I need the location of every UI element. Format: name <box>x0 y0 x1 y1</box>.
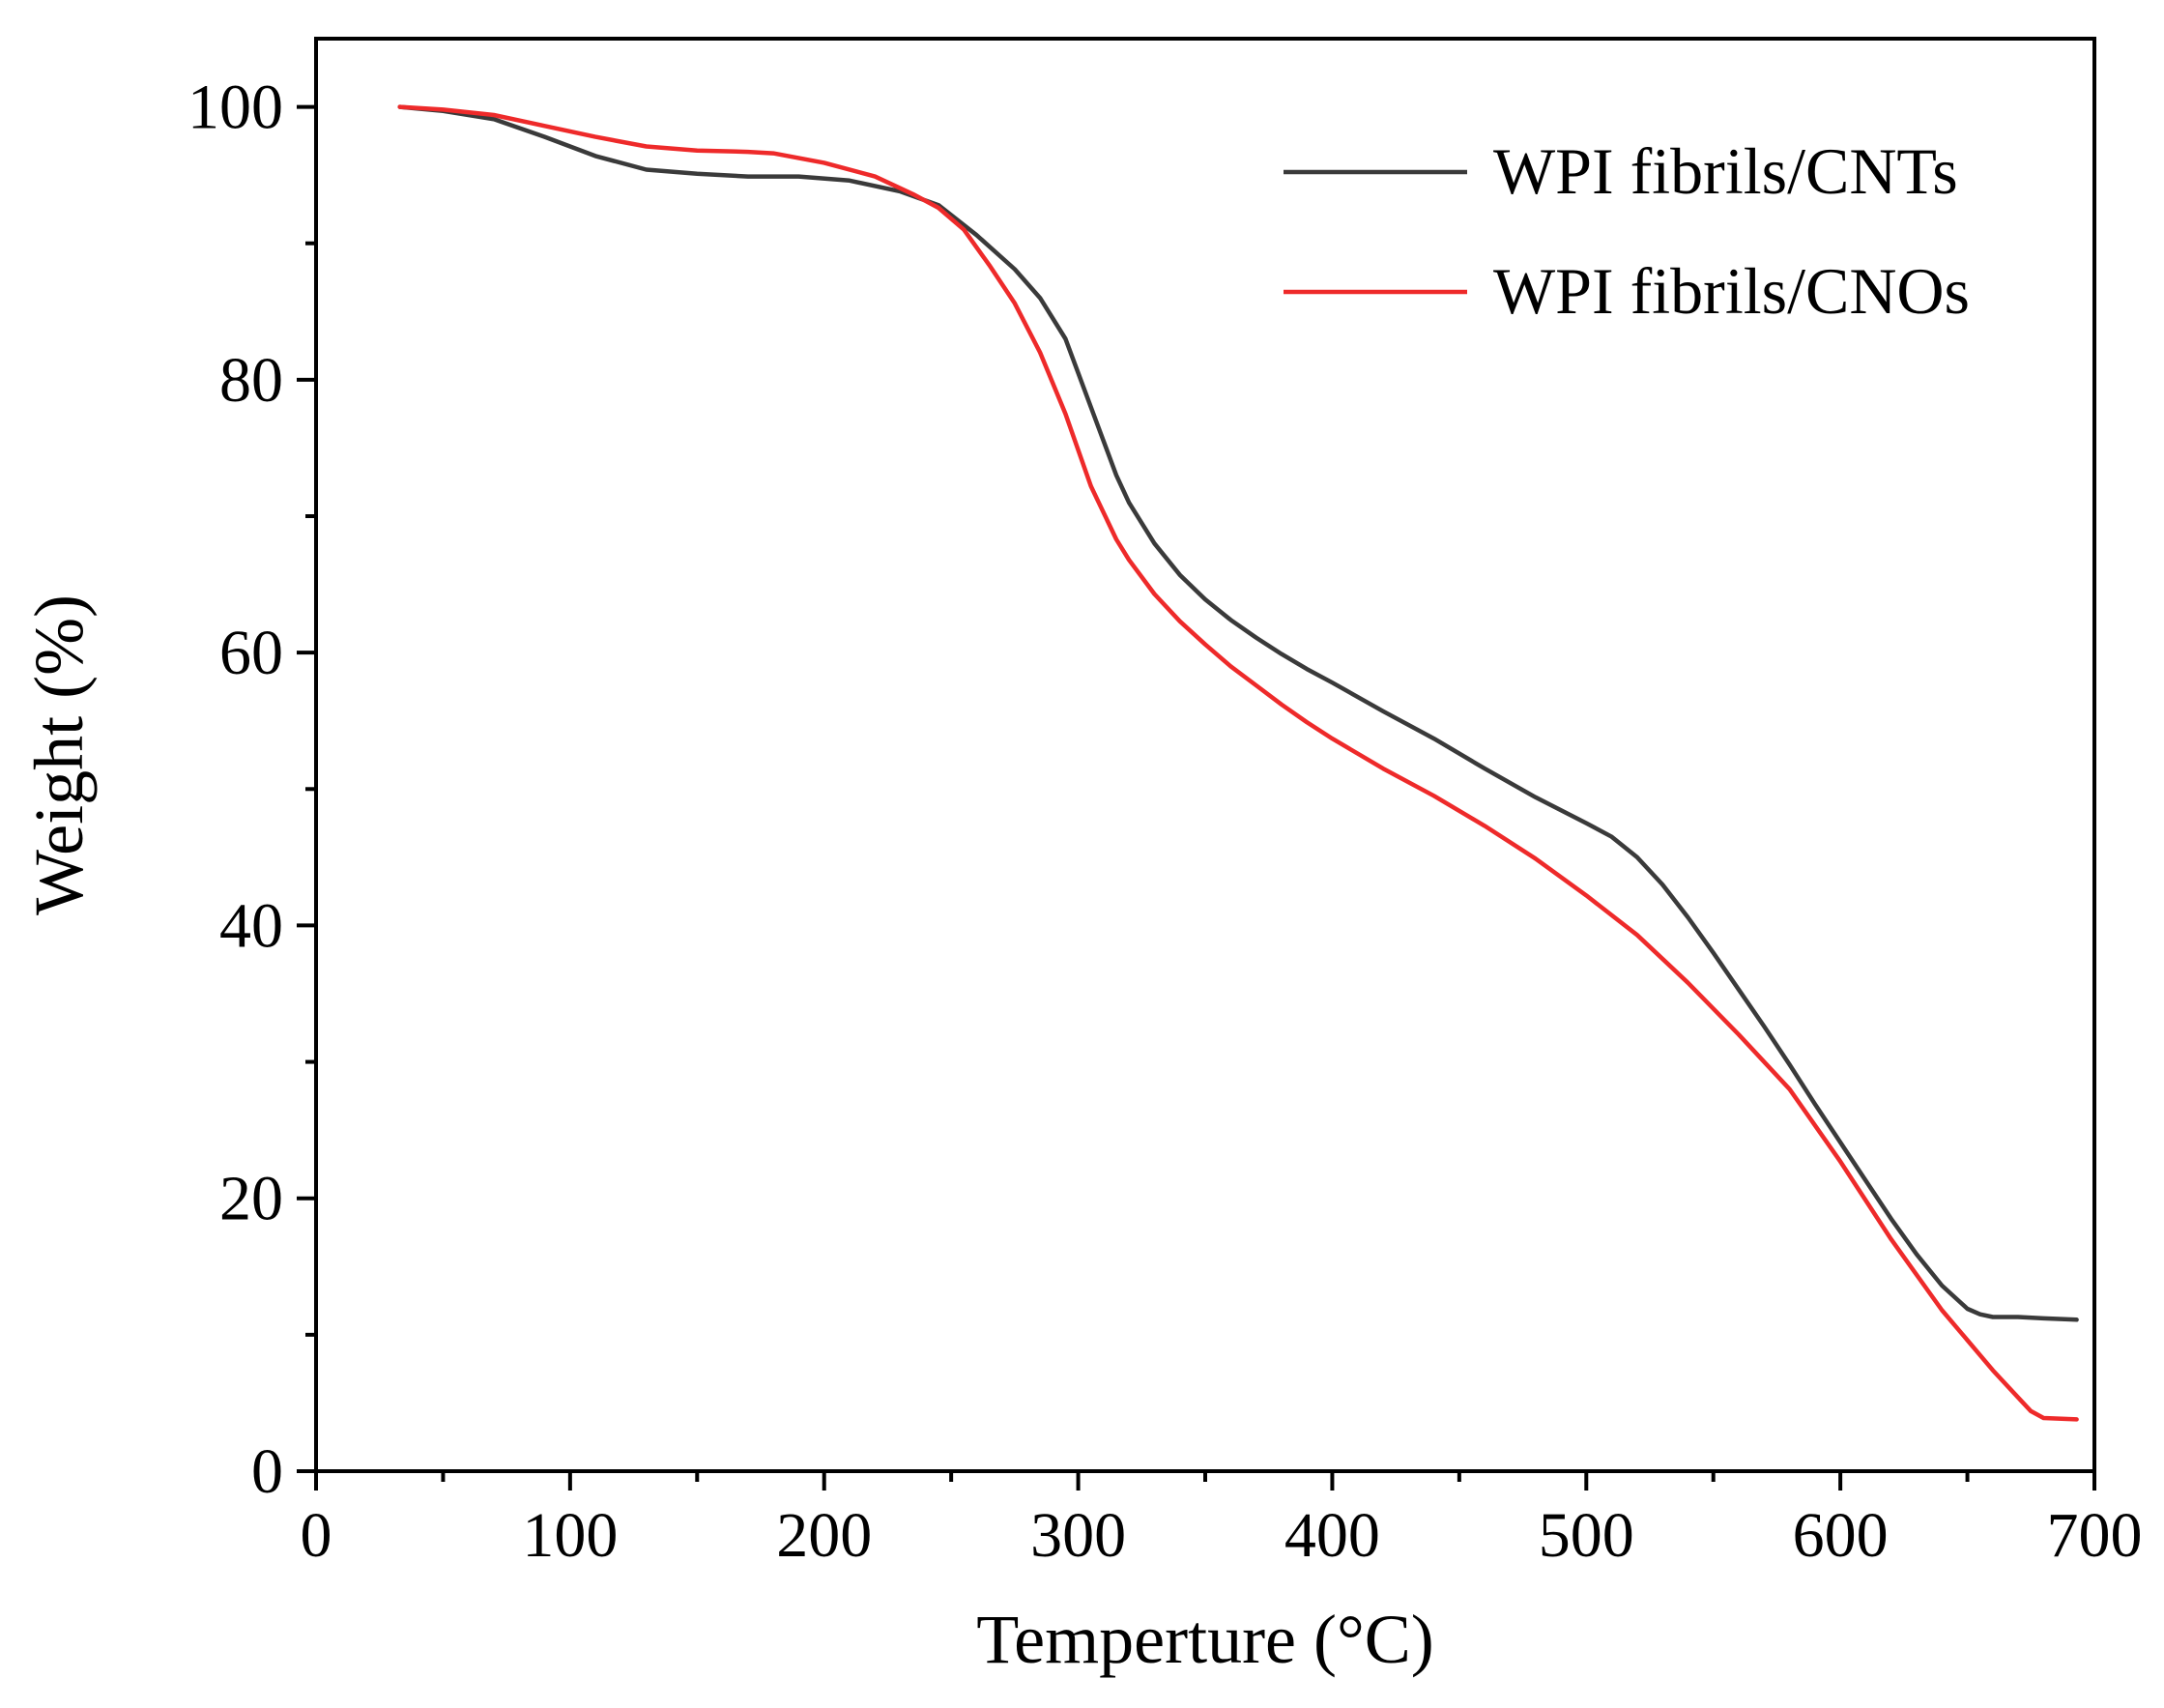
x-tick-label: 100 <box>522 1500 618 1571</box>
y-tick-label: 100 <box>188 72 283 143</box>
x-tick-label: 300 <box>1030 1500 1126 1571</box>
x-tick-label: 500 <box>1539 1500 1634 1571</box>
legend: WPI fibrils/CNTs WPI fibrils/CNOs <box>1284 134 1970 328</box>
axes-layer: 0 100 200 300 400 500 600 700 0 20 40 60 80 100 <box>188 37 2143 1571</box>
x-axis-title: Temperture (°C) <box>976 1601 1434 1678</box>
y-axis-title: Weight (%) <box>20 594 98 915</box>
y-tick-label: 0 <box>251 1436 283 1507</box>
y-tick-label: 20 <box>219 1164 283 1234</box>
series-line-1 <box>397 104 2079 1322</box>
legend-label-2: WPI fibrils/CNOs <box>1493 254 1970 328</box>
series-layer <box>397 104 2079 1422</box>
x-tick-label: 0 <box>301 1500 332 1571</box>
x-tick-label: 400 <box>1284 1500 1380 1571</box>
x-tick-label: 700 <box>2047 1500 2143 1571</box>
series-line-2 <box>397 104 2079 1422</box>
y-tick-label: 40 <box>219 890 283 961</box>
legend-label-1: WPI fibrils/CNTs <box>1493 134 1958 208</box>
x-tick-label: 200 <box>776 1500 872 1571</box>
y-tick-label: 60 <box>219 618 283 688</box>
x-tick-label: 600 <box>1793 1500 1889 1571</box>
y-tick-label: 80 <box>219 345 283 416</box>
